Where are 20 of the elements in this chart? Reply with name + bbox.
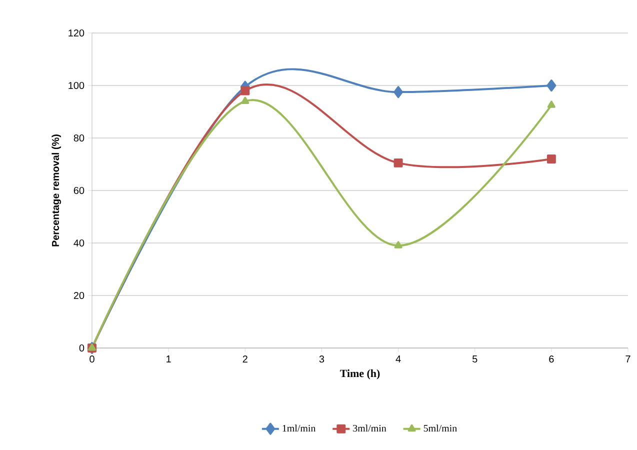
x-tick-label: 2 <box>242 356 248 362</box>
y-tick-label: 40 <box>74 239 84 247</box>
legend-label: 3ml/min <box>353 424 386 432</box>
y-axis-title: Percentage removal (%) <box>52 134 62 246</box>
x-axis-title: Time (h) <box>340 369 380 380</box>
x-tick-label: 7 <box>626 356 630 362</box>
y-tick-label: 120 <box>68 29 84 37</box>
y-tick-label: 100 <box>68 82 84 90</box>
y-tick-label: 80 <box>74 134 84 142</box>
y-tick-label: 60 <box>74 186 84 194</box>
x-tick-label: 3 <box>319 356 324 363</box>
legend-label: 5ml/min <box>424 424 457 432</box>
x-tick-label: 1 <box>166 356 171 362</box>
x-tick-label: 5 <box>472 356 478 362</box>
x-tick-label: 0 <box>90 356 94 363</box>
y-tick-label: 0 <box>79 344 84 352</box>
legend-label: 1ml/min <box>282 424 316 432</box>
x-tick-label: 4 <box>396 356 401 362</box>
x-tick-label: 6 <box>549 356 554 363</box>
y-tick-label: 20 <box>74 292 84 300</box>
